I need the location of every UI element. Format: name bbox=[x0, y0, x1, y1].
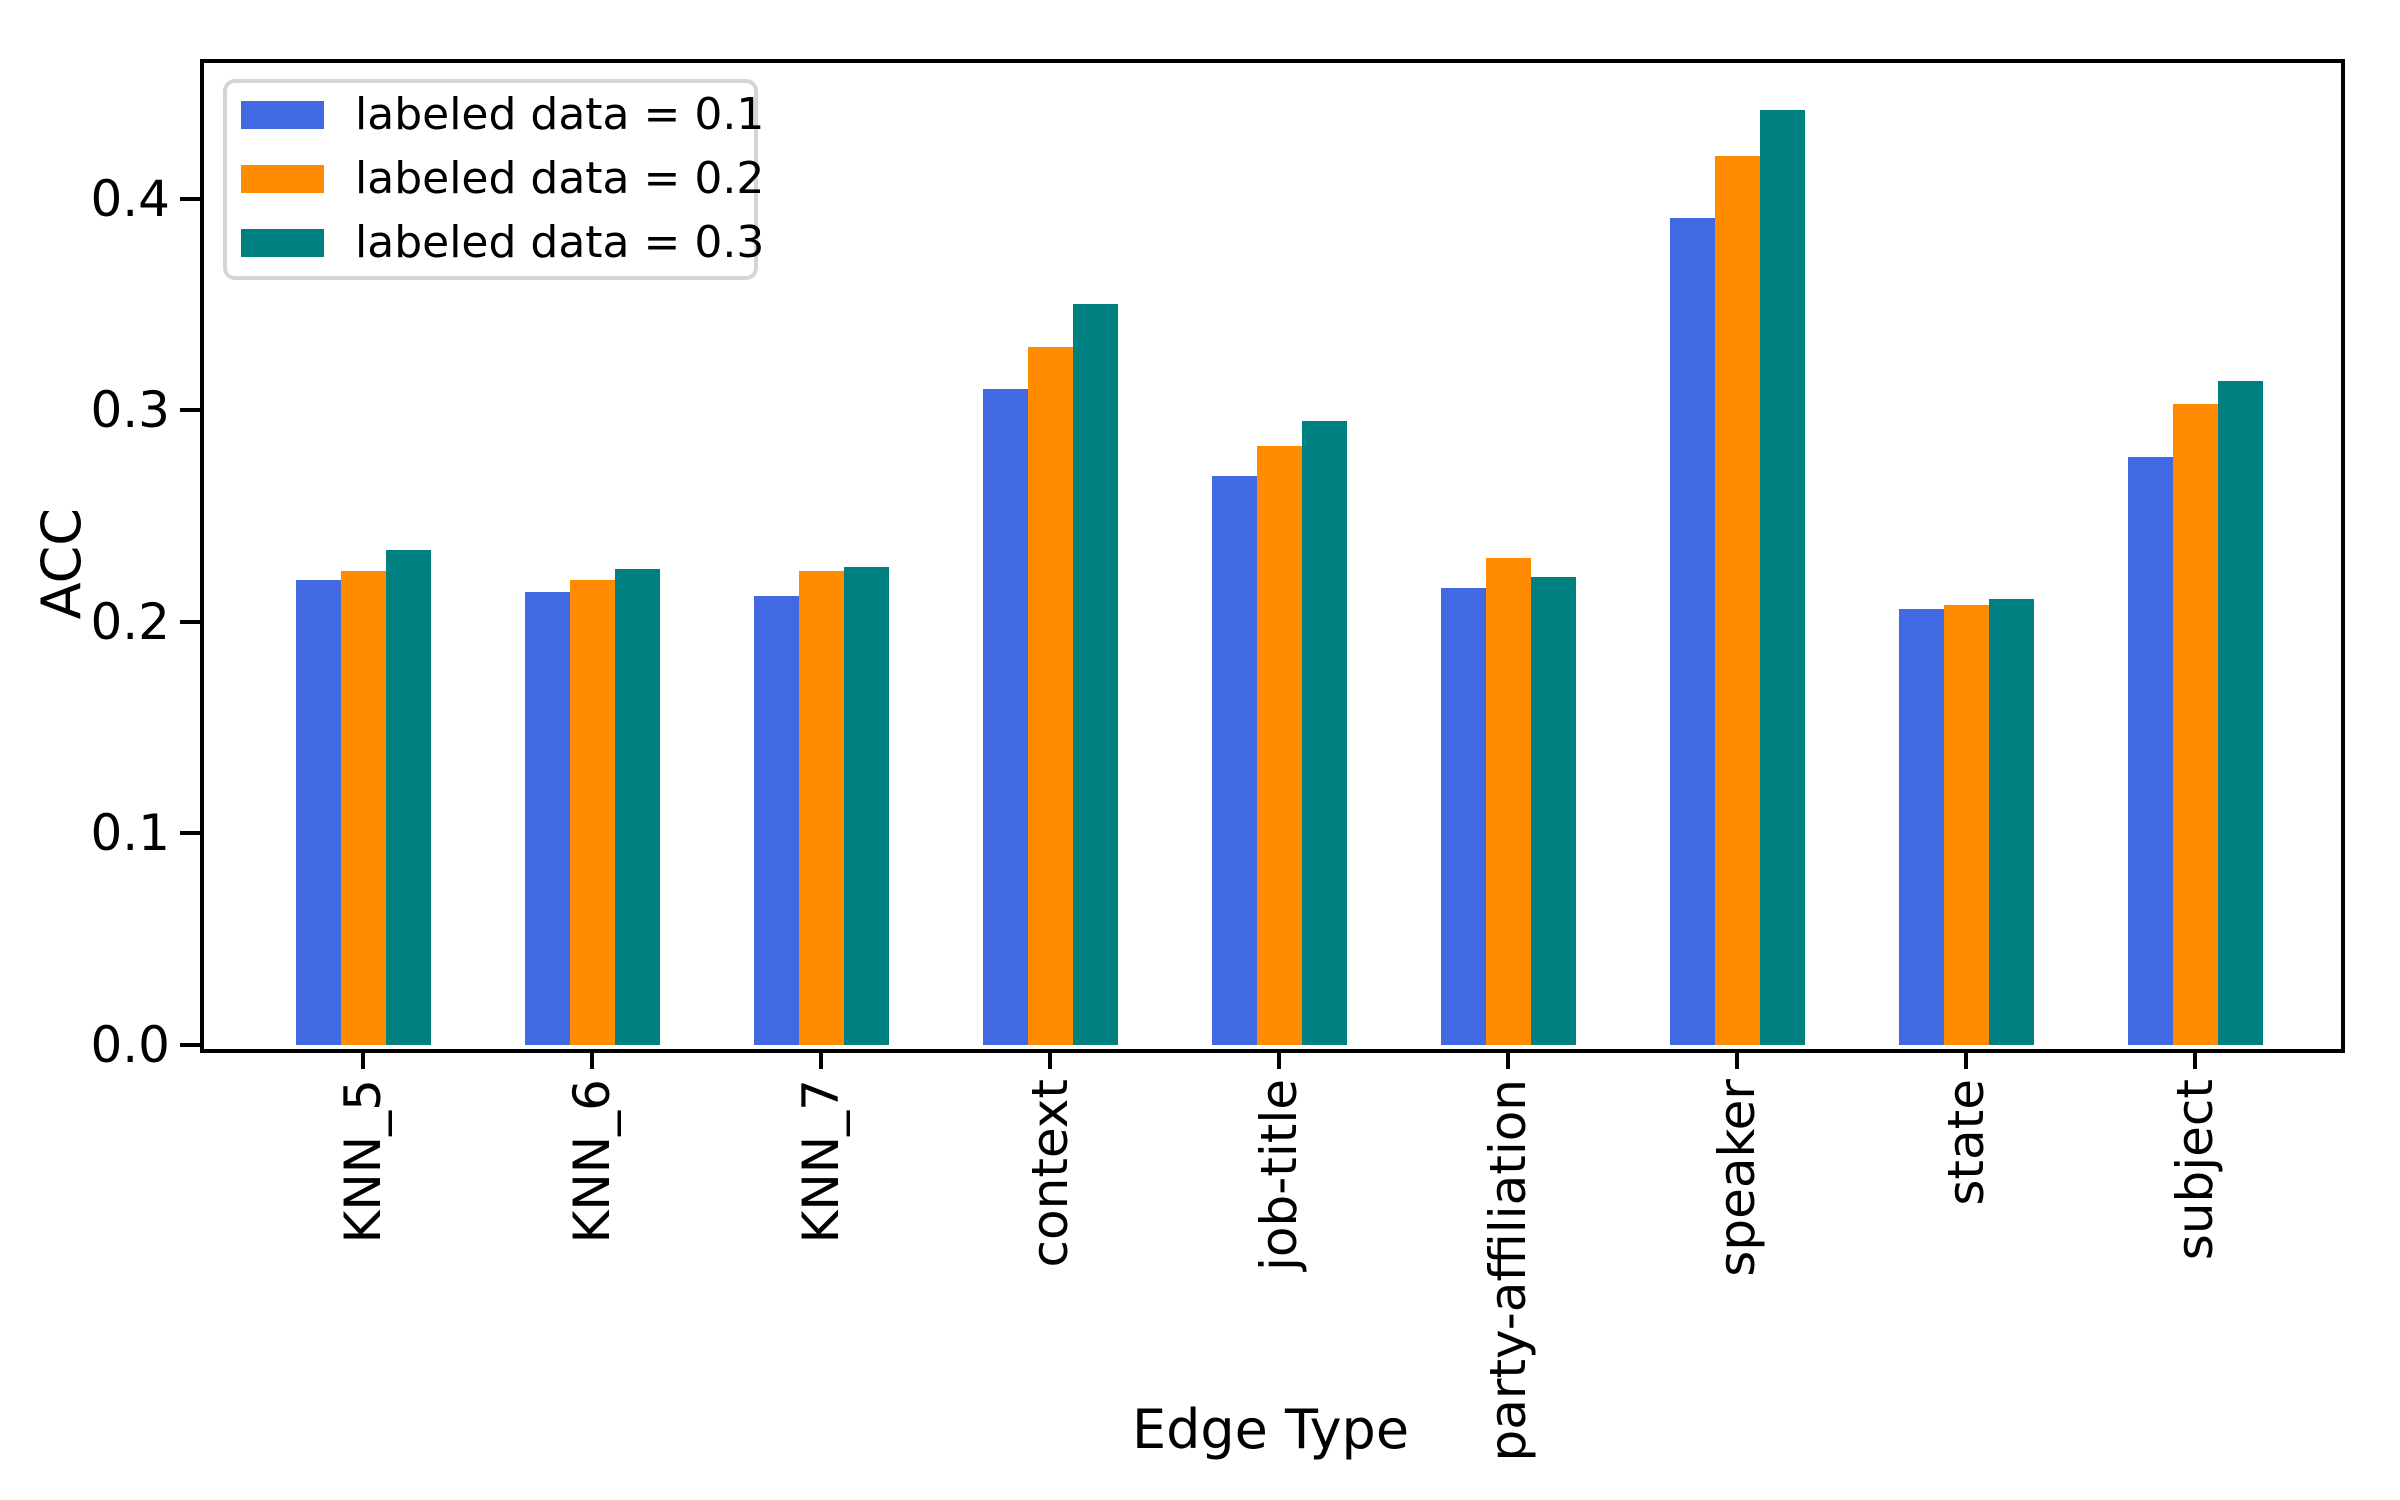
y-tick-label: 0.4 bbox=[90, 169, 170, 228]
bar bbox=[385, 549, 431, 1045]
y-tick-mark bbox=[180, 196, 200, 201]
bar bbox=[1988, 598, 2034, 1045]
x-tick-mark bbox=[1506, 1049, 1510, 1069]
bar bbox=[1440, 587, 1486, 1045]
x-tick-label: state bbox=[1937, 1079, 1995, 1206]
bar bbox=[295, 579, 341, 1045]
x-tick-mark bbox=[590, 1049, 594, 1069]
bar bbox=[2217, 380, 2263, 1045]
bar bbox=[569, 579, 615, 1045]
bar bbox=[614, 568, 660, 1045]
y-tick-label: 0.0 bbox=[90, 1016, 170, 1074]
bar bbox=[2127, 456, 2173, 1045]
bar bbox=[1759, 109, 1805, 1045]
bar bbox=[340, 571, 386, 1045]
bar bbox=[798, 571, 844, 1045]
x-tick-label: subject bbox=[2166, 1079, 2224, 1261]
y-axis-label: ACC bbox=[30, 508, 93, 620]
bar bbox=[1211, 475, 1257, 1045]
bar bbox=[753, 596, 799, 1045]
legend-swatch bbox=[241, 101, 324, 129]
bar bbox=[2172, 403, 2218, 1045]
bar bbox=[1027, 346, 1073, 1045]
y-tick-label: 0.3 bbox=[90, 381, 170, 440]
bar bbox=[1072, 304, 1118, 1045]
bar bbox=[1669, 217, 1715, 1045]
bar bbox=[982, 389, 1028, 1045]
legend-label: labeled data = 0.3 bbox=[355, 217, 765, 268]
legend-swatch bbox=[241, 229, 324, 257]
bar bbox=[1943, 604, 1989, 1045]
legend-entry: labeled data = 0.3 bbox=[227, 211, 764, 275]
x-tick-mark bbox=[1277, 1049, 1281, 1069]
legend-swatch bbox=[241, 165, 324, 193]
bar bbox=[1256, 446, 1302, 1045]
x-tick-mark bbox=[1735, 1049, 1739, 1069]
x-tick-mark bbox=[1964, 1049, 1968, 1069]
y-tick-mark bbox=[180, 408, 200, 413]
x-tick-label: job-title bbox=[1250, 1079, 1308, 1272]
legend-label: labeled data = 0.1 bbox=[355, 89, 765, 140]
x-tick-mark bbox=[2193, 1049, 2197, 1069]
bar bbox=[1714, 156, 1760, 1045]
x-tick-mark bbox=[1048, 1049, 1052, 1069]
legend-entry: labeled data = 0.2 bbox=[227, 147, 764, 211]
legend: labeled data = 0.1 labeled data = 0.2 labe… bbox=[223, 79, 764, 280]
y-tick-label: 0.2 bbox=[90, 592, 170, 651]
y-tick-mark bbox=[180, 1043, 200, 1047]
bar bbox=[843, 566, 889, 1045]
x-axis-label: Edge Type bbox=[1131, 1398, 1410, 1461]
x-tick-mark bbox=[819, 1049, 823, 1069]
y-tick-label: 0.1 bbox=[90, 804, 170, 863]
x-tick-mark bbox=[361, 1049, 365, 1069]
bar bbox=[524, 592, 570, 1045]
x-tick-label: KNN_7 bbox=[792, 1079, 850, 1244]
y-tick-mark bbox=[180, 831, 200, 836]
x-tick-label: context bbox=[1021, 1079, 1079, 1268]
bar bbox=[1898, 609, 1944, 1045]
y-tick-mark bbox=[180, 619, 200, 624]
bar bbox=[1530, 577, 1576, 1045]
x-tick-label: speaker bbox=[1708, 1079, 1766, 1277]
bar bbox=[1301, 420, 1347, 1045]
legend-entry: labeled data = 0.1 bbox=[227, 83, 764, 147]
x-tick-label: KNN_5 bbox=[334, 1079, 392, 1244]
legend-label: labeled data = 0.2 bbox=[355, 153, 765, 204]
bar bbox=[1485, 558, 1531, 1045]
x-tick-label: KNN_6 bbox=[563, 1079, 621, 1244]
